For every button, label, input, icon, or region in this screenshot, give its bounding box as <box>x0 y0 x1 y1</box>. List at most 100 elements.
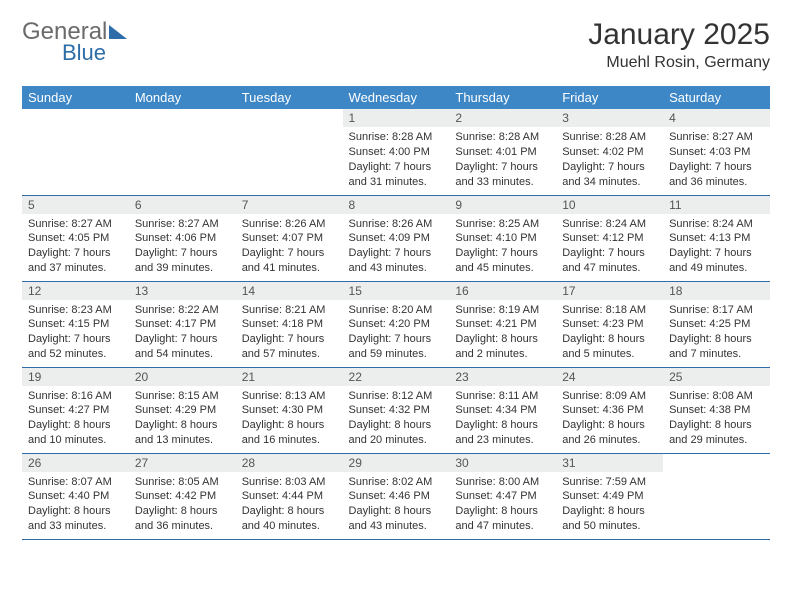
daylight-text: Daylight: 8 hours and 43 minutes. <box>349 504 444 534</box>
sunrise-text: Sunrise: 8:09 AM <box>562 389 657 404</box>
day-details: Sunrise: 8:08 AMSunset: 4:38 PMDaylight:… <box>663 386 770 452</box>
day-number: 3 <box>556 109 663 127</box>
sunrise-text: Sunrise: 8:25 AM <box>455 217 550 232</box>
sunset-text: Sunset: 4:47 PM <box>455 489 550 504</box>
day-number <box>663 454 770 458</box>
daylight-text: Daylight: 8 hours and 10 minutes. <box>28 418 123 448</box>
calendar-day-cell: 1Sunrise: 8:28 AMSunset: 4:00 PMDaylight… <box>343 109 450 195</box>
daylight-text: Daylight: 8 hours and 5 minutes. <box>562 332 657 362</box>
day-number: 23 <box>449 368 556 386</box>
logo-triangle-icon <box>109 25 127 39</box>
sunset-text: Sunset: 4:42 PM <box>135 489 230 504</box>
sunset-text: Sunset: 4:17 PM <box>135 317 230 332</box>
daylight-text: Daylight: 7 hours and 36 minutes. <box>669 160 764 190</box>
calendar-week-row: 12Sunrise: 8:23 AMSunset: 4:15 PMDayligh… <box>22 281 770 367</box>
day-number: 19 <box>22 368 129 386</box>
day-details: Sunrise: 8:28 AMSunset: 4:00 PMDaylight:… <box>343 127 450 193</box>
sunset-text: Sunset: 4:10 PM <box>455 231 550 246</box>
calendar-body: 1Sunrise: 8:28 AMSunset: 4:00 PMDaylight… <box>22 109 770 539</box>
day-number: 18 <box>663 282 770 300</box>
header: General Blue January 2025 Muehl Rosin, G… <box>22 18 770 72</box>
day-number: 11 <box>663 196 770 214</box>
daylight-text: Daylight: 8 hours and 16 minutes. <box>242 418 337 448</box>
daylight-text: Daylight: 8 hours and 33 minutes. <box>28 504 123 534</box>
sunset-text: Sunset: 4:06 PM <box>135 231 230 246</box>
sunset-text: Sunset: 4:38 PM <box>669 403 764 418</box>
sunrise-text: Sunrise: 8:21 AM <box>242 303 337 318</box>
calendar-day-cell: 21Sunrise: 8:13 AMSunset: 4:30 PMDayligh… <box>236 367 343 453</box>
sunset-text: Sunset: 4:21 PM <box>455 317 550 332</box>
sunset-text: Sunset: 4:40 PM <box>28 489 123 504</box>
sunrise-text: Sunrise: 8:28 AM <box>562 130 657 145</box>
sunset-text: Sunset: 4:27 PM <box>28 403 123 418</box>
title-block: January 2025 Muehl Rosin, Germany <box>588 18 770 72</box>
calendar-day-cell: 27Sunrise: 8:05 AMSunset: 4:42 PMDayligh… <box>129 453 236 539</box>
daylight-text: Daylight: 8 hours and 50 minutes. <box>562 504 657 534</box>
sunset-text: Sunset: 4:00 PM <box>349 145 444 160</box>
day-number: 14 <box>236 282 343 300</box>
calendar-day-cell: 13Sunrise: 8:22 AMSunset: 4:17 PMDayligh… <box>129 281 236 367</box>
day-number: 26 <box>22 454 129 472</box>
calendar-day-cell: 16Sunrise: 8:19 AMSunset: 4:21 PMDayligh… <box>449 281 556 367</box>
day-number <box>236 109 343 113</box>
sunrise-text: Sunrise: 8:27 AM <box>135 217 230 232</box>
calendar-day-cell <box>236 109 343 195</box>
day-details: Sunrise: 8:27 AMSunset: 4:03 PMDaylight:… <box>663 127 770 193</box>
day-details: Sunrise: 7:59 AMSunset: 4:49 PMDaylight:… <box>556 472 663 538</box>
sunset-text: Sunset: 4:23 PM <box>562 317 657 332</box>
sunrise-text: Sunrise: 8:28 AM <box>455 130 550 145</box>
calendar-day-cell: 4Sunrise: 8:27 AMSunset: 4:03 PMDaylight… <box>663 109 770 195</box>
day-details: Sunrise: 8:15 AMSunset: 4:29 PMDaylight:… <box>129 386 236 452</box>
day-details: Sunrise: 8:05 AMSunset: 4:42 PMDaylight:… <box>129 472 236 538</box>
location: Muehl Rosin, Germany <box>588 54 770 72</box>
day-number: 21 <box>236 368 343 386</box>
calendar-table: Sunday Monday Tuesday Wednesday Thursday… <box>22 86 770 540</box>
daylight-text: Daylight: 8 hours and 36 minutes. <box>135 504 230 534</box>
sunset-text: Sunset: 4:05 PM <box>28 231 123 246</box>
sunset-text: Sunset: 4:46 PM <box>349 489 444 504</box>
calendar-week-row: 1Sunrise: 8:28 AMSunset: 4:00 PMDaylight… <box>22 109 770 195</box>
logo: General Blue <box>22 18 127 66</box>
sunrise-text: Sunrise: 8:20 AM <box>349 303 444 318</box>
day-details: Sunrise: 8:03 AMSunset: 4:44 PMDaylight:… <box>236 472 343 538</box>
sunrise-text: Sunrise: 8:05 AM <box>135 475 230 490</box>
calendar-day-cell: 28Sunrise: 8:03 AMSunset: 4:44 PMDayligh… <box>236 453 343 539</box>
sunrise-text: Sunrise: 8:26 AM <box>242 217 337 232</box>
daylight-text: Daylight: 7 hours and 41 minutes. <box>242 246 337 276</box>
daylight-text: Daylight: 8 hours and 40 minutes. <box>242 504 337 534</box>
calendar-day-cell: 15Sunrise: 8:20 AMSunset: 4:20 PMDayligh… <box>343 281 450 367</box>
sunset-text: Sunset: 4:34 PM <box>455 403 550 418</box>
day-number: 2 <box>449 109 556 127</box>
day-details: Sunrise: 8:12 AMSunset: 4:32 PMDaylight:… <box>343 386 450 452</box>
day-details: Sunrise: 8:00 AMSunset: 4:47 PMDaylight:… <box>449 472 556 538</box>
weekday-header: Monday <box>129 86 236 109</box>
calendar-day-cell <box>22 109 129 195</box>
day-number: 24 <box>556 368 663 386</box>
sunset-text: Sunset: 4:13 PM <box>669 231 764 246</box>
calendar-day-cell: 22Sunrise: 8:12 AMSunset: 4:32 PMDayligh… <box>343 367 450 453</box>
day-number: 31 <box>556 454 663 472</box>
day-number: 29 <box>343 454 450 472</box>
calendar-day-cell <box>663 453 770 539</box>
sunrise-text: Sunrise: 8:22 AM <box>135 303 230 318</box>
day-number <box>129 109 236 113</box>
sunrise-text: Sunrise: 8:26 AM <box>349 217 444 232</box>
day-number: 6 <box>129 196 236 214</box>
daylight-text: Daylight: 8 hours and 26 minutes. <box>562 418 657 448</box>
day-details: Sunrise: 8:18 AMSunset: 4:23 PMDaylight:… <box>556 300 663 366</box>
calendar-day-cell: 19Sunrise: 8:16 AMSunset: 4:27 PMDayligh… <box>22 367 129 453</box>
calendar-day-cell: 2Sunrise: 8:28 AMSunset: 4:01 PMDaylight… <box>449 109 556 195</box>
calendar-day-cell: 12Sunrise: 8:23 AMSunset: 4:15 PMDayligh… <box>22 281 129 367</box>
sunrise-text: Sunrise: 8:17 AM <box>669 303 764 318</box>
weekday-header: Saturday <box>663 86 770 109</box>
sunrise-text: Sunrise: 8:13 AM <box>242 389 337 404</box>
daylight-text: Daylight: 7 hours and 31 minutes. <box>349 160 444 190</box>
calendar-day-cell <box>129 109 236 195</box>
calendar-day-cell: 11Sunrise: 8:24 AMSunset: 4:13 PMDayligh… <box>663 195 770 281</box>
daylight-text: Daylight: 8 hours and 13 minutes. <box>135 418 230 448</box>
calendar-day-cell: 8Sunrise: 8:26 AMSunset: 4:09 PMDaylight… <box>343 195 450 281</box>
day-number: 15 <box>343 282 450 300</box>
day-number: 5 <box>22 196 129 214</box>
sunrise-text: Sunrise: 8:02 AM <box>349 475 444 490</box>
daylight-text: Daylight: 7 hours and 54 minutes. <box>135 332 230 362</box>
